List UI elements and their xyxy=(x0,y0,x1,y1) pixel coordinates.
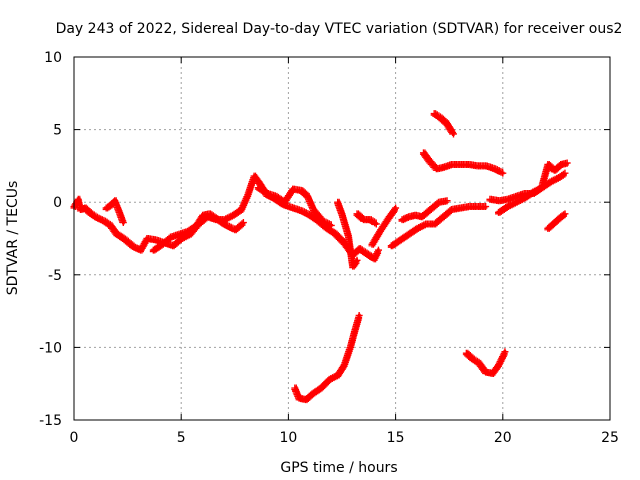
y-tick-label: -5 xyxy=(48,268,62,284)
y-tick-label: -10 xyxy=(39,340,62,356)
data-point xyxy=(449,129,457,137)
y-tick-label: 5 xyxy=(53,123,62,139)
data-point xyxy=(561,169,569,177)
x-tick-label: 20 xyxy=(494,430,512,446)
data-point xyxy=(449,130,457,138)
data-points xyxy=(70,110,571,404)
y-tick-label: -15 xyxy=(39,413,62,429)
data-point xyxy=(353,256,361,264)
data-point xyxy=(560,211,568,219)
data-point xyxy=(327,221,335,229)
data-point xyxy=(352,258,360,266)
data-track xyxy=(254,184,335,229)
y-tick-label: 10 xyxy=(44,50,62,66)
x-tick-label: 25 xyxy=(601,430,619,446)
axis-ticks: 0 5 10 15 20 25 10 5 0 -5 -10 -15 xyxy=(39,50,619,446)
data-track xyxy=(291,311,363,404)
data-track xyxy=(544,210,569,232)
data-point xyxy=(392,204,400,212)
data-track xyxy=(149,210,247,254)
x-tick-label: 10 xyxy=(279,430,297,446)
data-point xyxy=(238,220,246,228)
y-tick-label: 0 xyxy=(53,195,62,211)
y-axis-label: SDTVAR / TECUs xyxy=(5,181,21,296)
data-track xyxy=(368,204,400,248)
x-tick-label: 5 xyxy=(177,430,186,446)
x-axis-label: GPS time / hours xyxy=(280,460,397,476)
data-point xyxy=(372,220,380,228)
data-track xyxy=(334,198,361,270)
x-tick-label: 15 xyxy=(387,430,405,446)
data-point xyxy=(559,170,567,178)
data-point xyxy=(355,311,363,319)
data-track xyxy=(430,110,457,138)
x-tick-label: 0 xyxy=(70,430,79,446)
plot-frame xyxy=(73,56,611,421)
data-point xyxy=(391,205,399,213)
chart-title: Day 243 of 2022, Sidereal Day-to-day VTE… xyxy=(56,21,623,37)
data-track xyxy=(419,149,507,177)
data-point xyxy=(501,348,509,356)
data-track xyxy=(387,203,490,250)
data-point xyxy=(563,159,571,167)
data-point xyxy=(561,210,569,218)
data-point xyxy=(443,197,451,205)
data-track xyxy=(462,348,509,378)
data-track xyxy=(495,169,569,216)
data-point xyxy=(374,246,382,254)
data-point xyxy=(482,203,490,211)
data-point xyxy=(239,219,247,227)
data-track xyxy=(398,197,451,224)
data-point xyxy=(499,169,507,177)
data-point xyxy=(500,349,508,357)
data-track xyxy=(102,197,127,227)
data-point xyxy=(119,219,127,227)
data-point xyxy=(371,219,379,227)
data-track xyxy=(353,210,380,228)
